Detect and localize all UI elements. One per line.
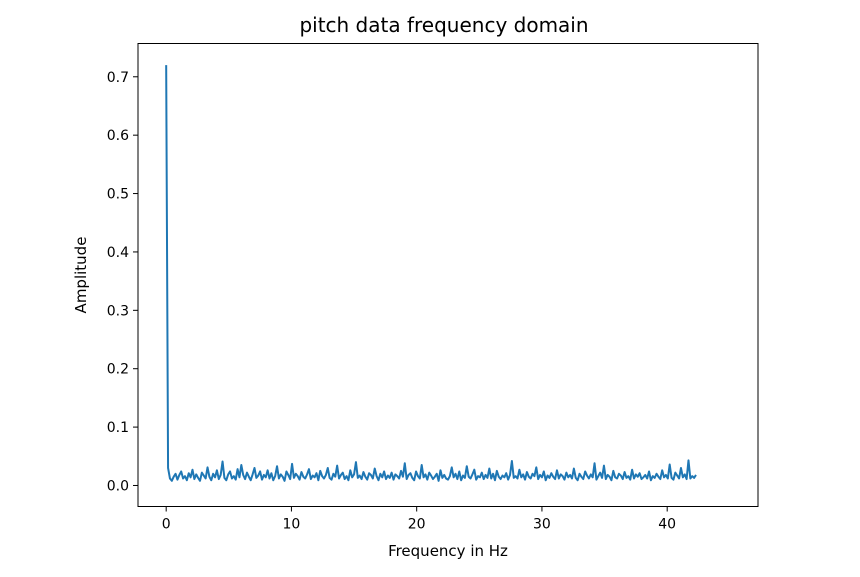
x-tick-label: 30 — [533, 517, 551, 533]
y-tick-label: 0.1 — [107, 420, 129, 436]
y-tick-label: 0.7 — [107, 70, 129, 86]
chart-title: pitch data frequency domain — [299, 13, 588, 37]
plot-area — [165, 65, 697, 482]
x-tick-label: 0 — [162, 517, 171, 533]
axis-ticks: 0 10 20 30 40 0.0 0.1 0.2 0.3 0.4 0.5 0.6 0.7 — [107, 70, 676, 533]
plot-frame — [137, 43, 759, 507]
y-tick-label: 0.0 — [107, 478, 129, 494]
y-tick-label: 0.4 — [107, 245, 129, 261]
x-tick-label: 20 — [408, 517, 426, 533]
x-axis-label: Frequency in Hz — [388, 542, 508, 560]
y-axis-label: Amplitude — [72, 237, 90, 314]
y-tick-label: 0.2 — [107, 362, 129, 378]
x-tick-label: 40 — [658, 517, 676, 533]
y-tick-label: 0.6 — [107, 128, 129, 144]
y-tick-label: 0.5 — [107, 187, 129, 203]
series-line-0 — [165, 65, 697, 482]
y-tick-label: 0.3 — [107, 303, 129, 319]
x-tick-label: 10 — [283, 517, 301, 533]
